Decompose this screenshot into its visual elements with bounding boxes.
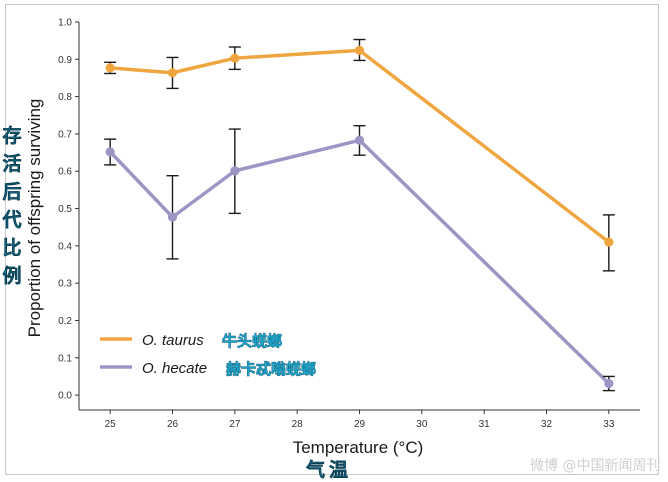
data-point <box>105 63 115 73</box>
data-point <box>604 237 614 247</box>
data-point <box>167 68 178 78</box>
legend-label-o-hecate: O. hecate <box>142 360 207 377</box>
y-tick-label: 0.4 <box>58 241 72 252</box>
x-axis-ticks: 25 26 27 28 29 30 31 32 33 <box>105 410 615 430</box>
y-tick-label: 0.9 <box>58 55 72 66</box>
x-tick-label: 25 <box>105 419 117 430</box>
chinese-y-axis-annotation: 存活后代比例 <box>2 125 22 287</box>
y-axis-title: Proportion of offspring surviving <box>25 99 44 338</box>
data-point <box>604 378 614 389</box>
y-tick-label: 0.7 <box>58 129 72 140</box>
y-tick-label: 0.0 <box>58 391 72 402</box>
x-tick-label: 33 <box>603 419 615 430</box>
data-point <box>230 166 240 176</box>
x-tick-label: 28 <box>292 419 304 430</box>
y-tick-label: 0.5 <box>58 204 72 215</box>
series-o-hecate <box>104 125 615 392</box>
y-tick-label: 0.8 <box>58 92 72 103</box>
x-tick-label: 31 <box>479 419 491 430</box>
y-tick-label: 0.6 <box>58 167 72 178</box>
y-tick-label: 0.1 <box>58 353 72 364</box>
legend-cn-o-hecate: 赫卡忒嗡蜣螂 <box>226 360 316 378</box>
x-tick-label: 27 <box>229 419 241 430</box>
y-axis-ticks: 0.0 0.1 0.2 0.3 0.4 0.5 0.6 0.7 0.8 0.9 1.0 <box>58 18 79 402</box>
x-tick-label: 32 <box>541 419 553 430</box>
plot-axes <box>78 22 640 411</box>
data-point <box>167 212 178 222</box>
legend-cn-o-taurus: 牛头蜣螂 <box>222 332 282 350</box>
data-point <box>230 53 240 63</box>
y-tick-label: 0.3 <box>58 279 72 290</box>
data-point <box>354 135 365 145</box>
chinese-x-axis-annotation: 气温 <box>306 459 353 481</box>
series-layer <box>104 38 615 392</box>
legend: O. taurus 牛头蜣螂 O. hecate 赫卡忒嗡蜣螂 <box>100 332 316 378</box>
y-tick-label: 0.2 <box>58 316 72 327</box>
data-point <box>105 147 115 157</box>
data-point <box>354 45 365 55</box>
figure-frame <box>5 4 659 475</box>
x-axis-title: Temperature (°C) <box>293 438 424 457</box>
x-tick-label: 29 <box>354 419 366 430</box>
x-tick-label: 30 <box>416 419 428 430</box>
series-o-taurus <box>104 38 615 272</box>
x-tick-label: 26 <box>167 419 179 430</box>
y-tick-label: 1.0 <box>58 18 72 29</box>
legend-label-o-taurus: O. taurus <box>142 332 204 349</box>
weibo-watermark: 微博 @中国新闻周刊 <box>530 458 661 474</box>
